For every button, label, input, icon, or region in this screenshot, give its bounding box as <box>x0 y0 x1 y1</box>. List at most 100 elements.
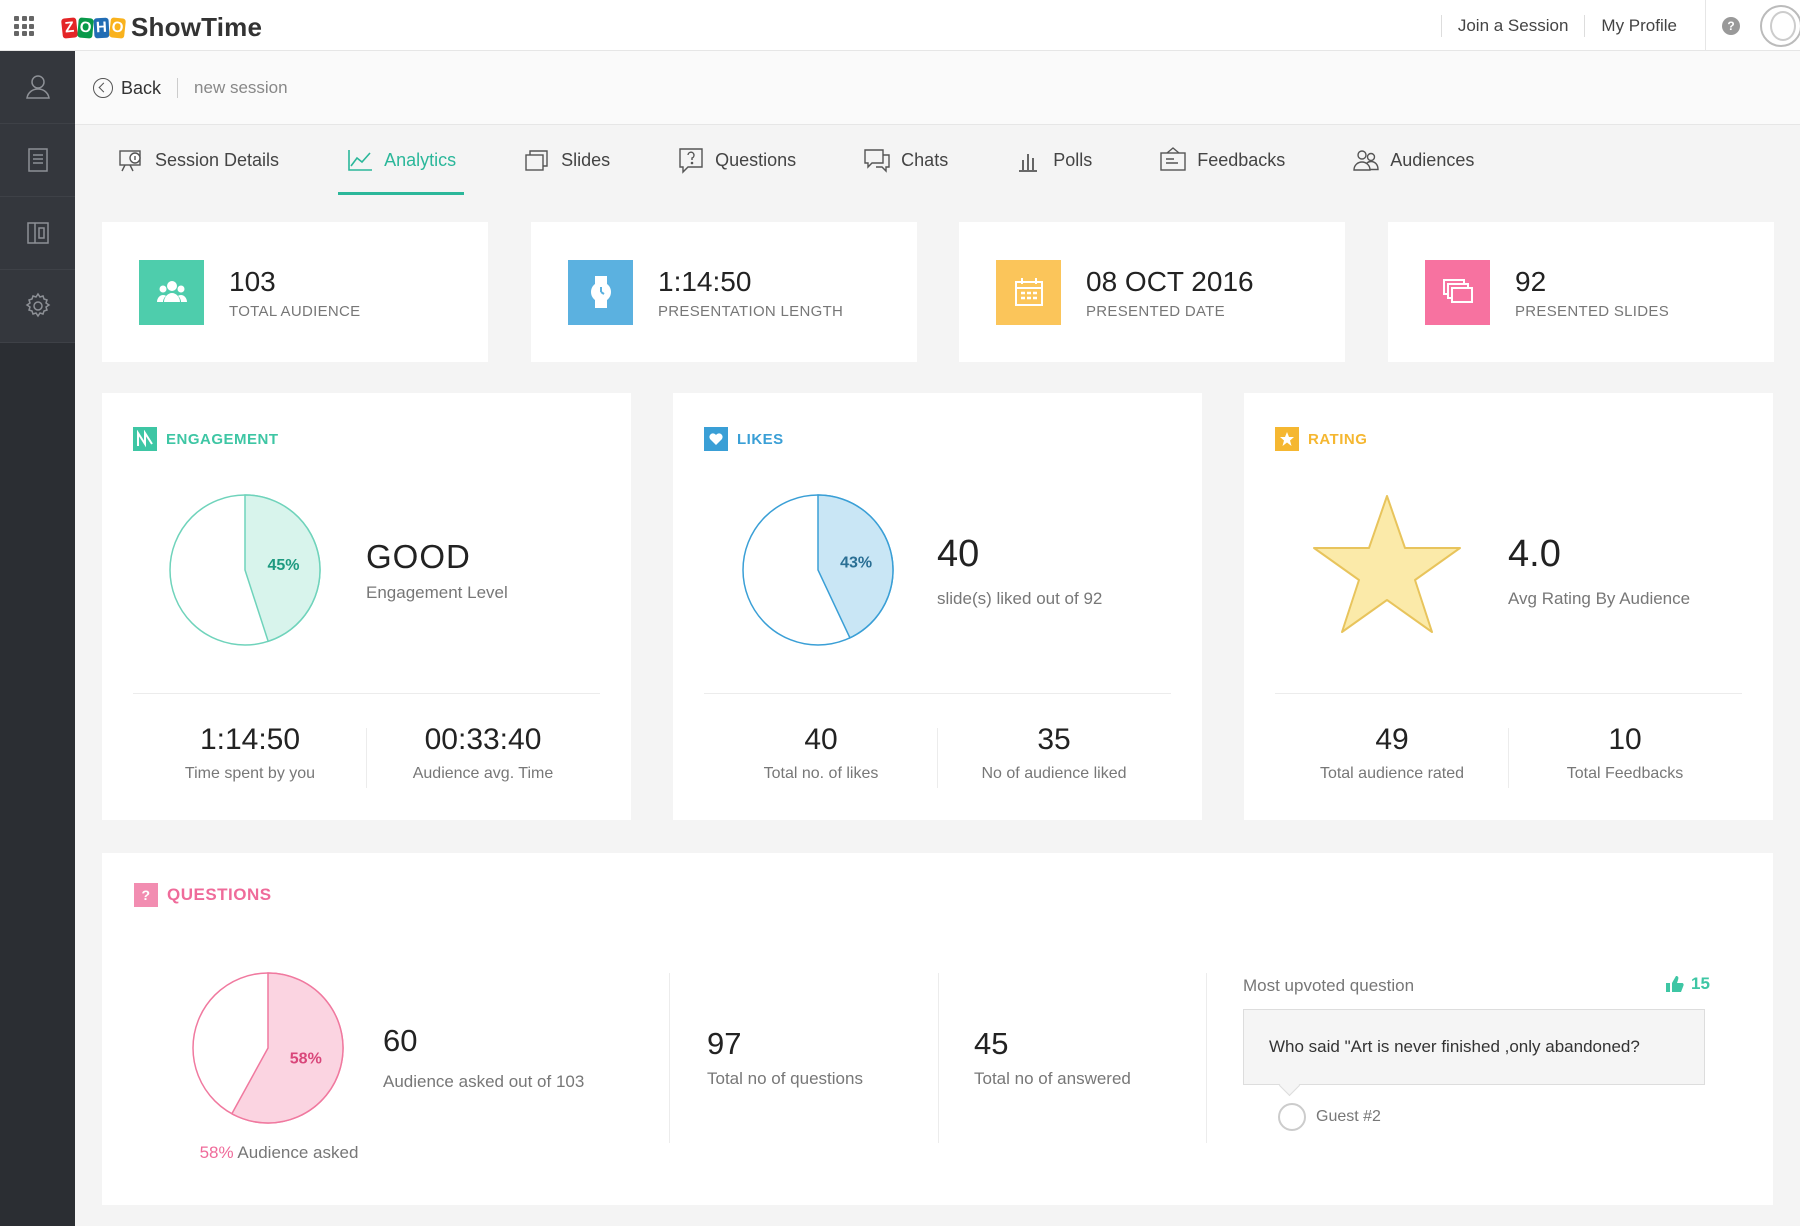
app-name: ShowTime <box>131 12 263 42</box>
library-icon <box>26 222 49 244</box>
engagement-icon <box>133 427 157 451</box>
tab-analytics[interactable]: Analytics <box>338 125 465 195</box>
question-asker: Guest #2 <box>1278 1103 1381 1131</box>
pie-slice <box>230 972 344 1124</box>
total-feedbacks-stat: 10 Total Feedbacks <box>1509 723 1741 783</box>
back-label: Back <box>121 77 162 98</box>
stat-value: 92 <box>1515 265 1547 297</box>
polls-icon <box>1019 154 1038 172</box>
foot-value: 10 <box>1608 723 1642 756</box>
session-name: new session <box>194 77 288 97</box>
audience-avg-time-stat: 00:33:40 Audience avg. Time <box>367 723 599 783</box>
stat-card-presentation-length: 1:14:50 PRESENTATION LENGTH <box>531 222 917 362</box>
tab-label: Slides <box>561 149 611 170</box>
total-answered-label: Total no of answered <box>974 1069 1131 1088</box>
tab-feedbacks[interactable]: Feedbacks <box>1151 125 1293 195</box>
gear-icon <box>25 292 50 318</box>
pie-slice <box>817 494 894 639</box>
stat-value: 103 <box>229 265 276 297</box>
heart-icon <box>704 427 728 451</box>
thumbs-up-icon <box>1666 976 1684 992</box>
sidebar-item-sessions[interactable] <box>0 124 75 197</box>
foot-label: Audience avg. Time <box>412 765 554 782</box>
stat-label: PRESENTATION LENGTH <box>658 302 844 320</box>
pie-percent-label: 45% <box>267 557 299 574</box>
tab-label: Questions <box>715 149 797 170</box>
tab-questions[interactable]: Questions <box>669 125 804 195</box>
sidebar-item-library[interactable] <box>0 197 75 270</box>
asked-value: 60 <box>383 1023 418 1058</box>
questions-icon <box>679 148 703 174</box>
card-title: ENGAGEMENT <box>166 430 279 448</box>
foot-value: 35 <box>1037 723 1071 756</box>
engagement-level-label: Engagement Level <box>366 583 508 602</box>
session-details-icon <box>119 150 141 172</box>
audience-asked-caption: 58% Audience asked <box>184 1143 374 1163</box>
tab-label: Session Details <box>155 149 280 170</box>
foot-value: 49 <box>1375 723 1409 756</box>
question-mark-icon: ? <box>134 883 158 907</box>
likes-card: LIKES 43% 40 slide(s) liked out of 92 40… <box>673 393 1202 820</box>
foot-label: Total no. of likes <box>763 765 879 782</box>
foot-separator <box>366 728 367 788</box>
slides-stack-icon <box>1425 259 1490 325</box>
total-answered-value: 45 <box>974 1026 1009 1061</box>
user-avatar[interactable] <box>1760 4 1800 47</box>
app-grid-icon[interactable] <box>14 16 34 36</box>
engagement-card: ENGAGEMENT 45% GOOD Engagement Level 1:1… <box>102 393 631 820</box>
audiences-icon <box>1353 150 1379 171</box>
tab-session-details[interactable]: Session Details <box>109 125 287 195</box>
stat-label: PRESENTED DATE <box>1086 302 1225 320</box>
upvote-value: 15 <box>1691 974 1710 993</box>
asked-percent-label: Audience asked <box>237 1143 359 1162</box>
rating-star-icon <box>1313 495 1461 633</box>
sidebar-item-presenter[interactable] <box>0 51 75 124</box>
foot-label: Total Feedbacks <box>1566 765 1684 782</box>
back-button[interactable]: Back <box>93 77 179 98</box>
pie-percent-label: 58% <box>290 1051 322 1068</box>
foot-value: 00:33:40 <box>424 723 542 756</box>
document-icon <box>27 148 48 172</box>
foot-separator <box>1508 728 1509 788</box>
tab-label: Analytics <box>384 149 457 170</box>
questions-separator <box>669 973 670 1143</box>
tab-label: Polls <box>1053 149 1093 170</box>
card-divider <box>704 693 1171 694</box>
likes-value: 40 <box>937 533 980 575</box>
foot-label: Time spent by you <box>184 765 316 782</box>
stat-card-presented-date: 08 OCT 2016 PRESENTED DATE <box>959 222 1345 362</box>
join-session-link[interactable]: Join a Session <box>1440 14 1585 37</box>
sidebar-item-settings[interactable] <box>0 270 75 343</box>
card-divider <box>133 693 600 694</box>
help-icon[interactable]: ? <box>1722 16 1740 35</box>
tab-audiences[interactable]: Audiences <box>1344 125 1482 195</box>
chats-icon <box>864 149 890 173</box>
audience-liked-stat: 35 No of audience liked <box>938 723 1170 783</box>
card-title: LIKES <box>737 430 784 448</box>
my-profile-link[interactable]: My Profile <box>1584 14 1693 37</box>
total-likes-stat: 40 Total no. of likes <box>705 723 937 783</box>
questions-card: ? QUESTIONS 58% 58% Audience asked 60 Au… <box>102 853 1773 1205</box>
tab-bar: Session Details Analytics Slides Questio… <box>75 125 1800 195</box>
sidebar <box>0 51 75 1226</box>
upvote-count: 15 <box>1665 974 1710 994</box>
feedbacks-icon <box>1160 147 1186 171</box>
asked-value-label: Audience asked out of 103 <box>383 1072 585 1091</box>
questions-separator <box>938 973 939 1143</box>
tab-chats[interactable]: Chats <box>855 125 956 195</box>
pie-percent-label: 43% <box>840 555 872 572</box>
asked-percent: 58% <box>199 1143 234 1162</box>
foot-value: 40 <box>804 723 838 756</box>
total-questions-label: Total no of questions <box>707 1069 863 1088</box>
stat-value: 1:14:50 <box>658 265 752 297</box>
tab-polls[interactable]: Polls <box>1007 125 1100 195</box>
tab-label: Chats <box>901 149 949 170</box>
pie-slice <box>244 494 321 643</box>
most-upvoted-label: Most upvoted question <box>1243 976 1415 995</box>
asker-name: Guest #2 <box>1316 1108 1381 1125</box>
rating-value: 4.0 <box>1508 533 1561 575</box>
tab-slides[interactable]: Slides <box>515 125 618 195</box>
time-spent-stat: 1:14:50 Time spent by you <box>134 723 366 783</box>
